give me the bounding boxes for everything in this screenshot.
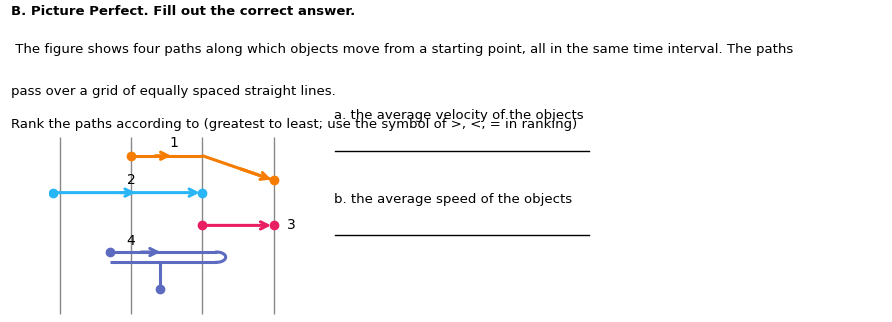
Text: The figure shows four paths along which objects move from a starting point, all : The figure shows four paths along which … bbox=[11, 43, 793, 56]
Text: 3: 3 bbox=[287, 218, 296, 232]
Text: Rank the paths according to (greatest to least; use the symbol of >, <, = in ran: Rank the paths according to (greatest to… bbox=[11, 118, 577, 130]
Text: a. the average velocity of the objects: a. the average velocity of the objects bbox=[334, 109, 584, 122]
Text: 4: 4 bbox=[127, 234, 136, 248]
Text: 1: 1 bbox=[169, 137, 178, 150]
Text: b. the average speed of the objects: b. the average speed of the objects bbox=[334, 193, 573, 206]
Text: B. Picture Perfect. Fill out the correct answer.: B. Picture Perfect. Fill out the correct… bbox=[11, 5, 355, 18]
Text: pass over a grid of equally spaced straight lines.: pass over a grid of equally spaced strai… bbox=[11, 85, 335, 98]
Text: 2: 2 bbox=[127, 173, 136, 187]
